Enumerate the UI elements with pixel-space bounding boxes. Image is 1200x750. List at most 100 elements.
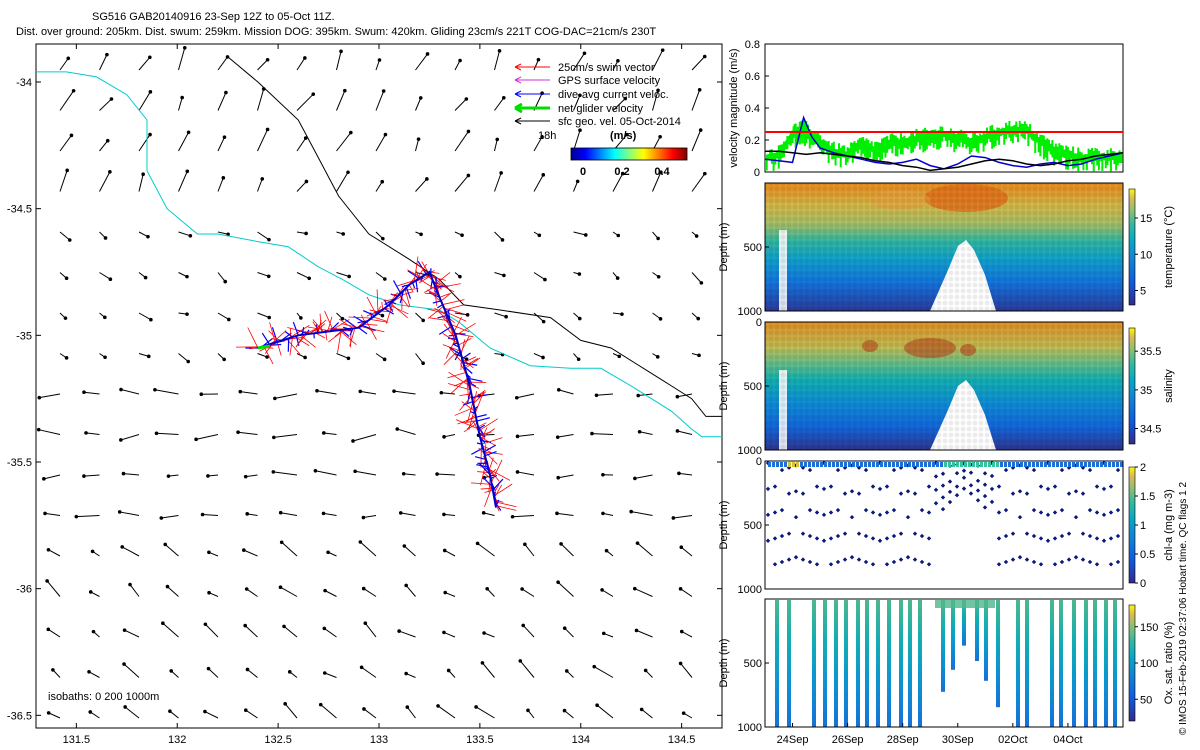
geo-velocity-arrowhead bbox=[303, 56, 307, 60]
chl-marker bbox=[968, 470, 974, 475]
chl-marker bbox=[1024, 491, 1030, 496]
geo-velocity-arrowhead bbox=[501, 95, 506, 100]
chl-marker bbox=[807, 533, 813, 539]
geo-velocity-arrowhead bbox=[103, 315, 107, 320]
geo-velocity-arrow bbox=[680, 663, 693, 678]
swim-vector bbox=[483, 472, 491, 479]
geo-velocity-arrowhead bbox=[395, 427, 400, 431]
geo-velocity-arrowhead bbox=[540, 135, 544, 139]
dac-vector bbox=[463, 362, 478, 366]
geo-velocity-arrowhead bbox=[304, 231, 308, 236]
geo-velocity-arrow bbox=[443, 631, 456, 638]
chl-marker bbox=[989, 473, 995, 479]
oxygen-dive-column bbox=[918, 600, 922, 727]
geo-velocity-arrow bbox=[437, 705, 456, 719]
geo-velocity-arrowhead bbox=[108, 170, 112, 174]
geo-velocity-arrowhead bbox=[677, 471, 681, 476]
geo-velocity-arrowhead bbox=[465, 313, 470, 317]
chl-marker bbox=[1073, 489, 1079, 494]
geo-velocity-arrow bbox=[612, 98, 626, 111]
swim-vector bbox=[459, 395, 473, 411]
chl-surface-marker bbox=[928, 462, 931, 467]
geo-velocity-arrowhead bbox=[381, 89, 386, 93]
geo-velocity-arrowhead bbox=[188, 234, 193, 238]
geo-velocity-arrow bbox=[323, 432, 337, 435]
x-tick-label: 134 bbox=[572, 734, 590, 746]
swim-vector bbox=[295, 334, 307, 347]
geo-velocity-arrowhead bbox=[318, 702, 323, 707]
geo-velocity-arrow bbox=[454, 312, 468, 316]
geo-velocity-arrow bbox=[283, 625, 298, 638]
geo-velocity-arrow bbox=[494, 97, 505, 111]
chl-marker bbox=[814, 562, 820, 567]
chl-marker bbox=[1080, 491, 1086, 496]
geo-velocity-arrowhead bbox=[148, 55, 152, 60]
x-tick-label: 131.5 bbox=[63, 734, 91, 746]
chl-marker bbox=[884, 510, 890, 515]
geo-velocity-arrowhead bbox=[223, 279, 228, 284]
velocity-ylabel: velocity magnitude (m/s) bbox=[728, 48, 740, 167]
chl-marker bbox=[926, 536, 932, 541]
geo-velocity-arrowhead bbox=[353, 469, 357, 474]
geo-velocity-arrowhead bbox=[421, 361, 425, 366]
chl-marker bbox=[961, 475, 967, 480]
chl-marker bbox=[828, 510, 834, 515]
chl-marker bbox=[1052, 562, 1058, 567]
geo-velocity-arrowhead bbox=[322, 671, 327, 675]
colorbar-tick: 0 bbox=[580, 166, 586, 178]
velocity-series-line bbox=[765, 126, 1123, 158]
track-line bbox=[257, 270, 497, 508]
geo-velocity-arrow bbox=[415, 353, 424, 364]
x-tick-label: 28Sep bbox=[887, 734, 919, 746]
geo-velocity-arrowhead bbox=[464, 97, 469, 101]
oxygen-dive-column bbox=[876, 600, 880, 727]
chl-surface-marker bbox=[1076, 462, 1079, 467]
geo-velocity-arrow bbox=[363, 588, 377, 597]
geo-velocity-arrow bbox=[178, 47, 186, 71]
geo-velocity-arrow bbox=[48, 628, 61, 638]
dac-vector bbox=[292, 321, 299, 336]
geo-velocity-arrowhead bbox=[575, 179, 580, 184]
legend-item-gps: GPS surface velocity bbox=[514, 75, 661, 87]
chl-marker bbox=[926, 484, 932, 489]
geo-velocity-arrowhead bbox=[84, 431, 88, 435]
temperature-section bbox=[765, 183, 1123, 311]
dac-vector bbox=[399, 290, 405, 304]
geo-velocity-arrowhead bbox=[122, 662, 126, 666]
geo-velocity-arrow bbox=[336, 132, 352, 152]
colorbar-tick-label: 1 bbox=[1140, 520, 1146, 532]
geo-velocity-arrowhead bbox=[203, 709, 207, 714]
geo-velocity-arrow bbox=[444, 550, 456, 557]
velocity-series-line bbox=[765, 115, 1123, 170]
chl-marker bbox=[926, 562, 932, 567]
swim-vector bbox=[481, 437, 503, 445]
geo-velocity-arrowhead bbox=[271, 470, 276, 474]
geo-velocity-arrowhead bbox=[361, 586, 366, 591]
chl-marker bbox=[828, 562, 834, 567]
geo-velocity-arrow bbox=[238, 431, 258, 435]
chl-marker bbox=[954, 492, 960, 498]
oxygen-dive-column bbox=[1113, 600, 1117, 727]
geo-velocity-arrow bbox=[296, 93, 314, 111]
geo-velocity-arrowhead bbox=[200, 512, 205, 517]
depth-axis-label: Depth (m) bbox=[718, 639, 730, 688]
geo-velocity-arrow bbox=[680, 546, 693, 557]
geo-velocity-arrowhead bbox=[46, 711, 51, 715]
geo-velocity-arrowhead bbox=[121, 471, 126, 476]
geo-velocity-arrow bbox=[124, 706, 140, 719]
geo-velocity-arrow bbox=[680, 588, 693, 597]
geo-velocity-arrow bbox=[59, 90, 74, 111]
geo-velocity-arrowhead bbox=[221, 176, 226, 180]
swim-vector bbox=[341, 323, 359, 329]
legend-item-swim: 25cm/s swim vector bbox=[514, 62, 655, 74]
dac-vector bbox=[467, 377, 483, 382]
chl-marker bbox=[961, 486, 967, 491]
figure-title: SG516 GAB20140916 23-Sep 12Z to 05-Oct 1… bbox=[92, 11, 335, 23]
geo-velocity-arrowhead bbox=[502, 273, 506, 278]
swim-vector bbox=[488, 457, 494, 471]
geo-velocity-arrow bbox=[691, 272, 702, 284]
swim-vector bbox=[276, 341, 282, 356]
geo-velocity-arrow bbox=[121, 546, 140, 557]
chl-marker bbox=[1052, 536, 1058, 541]
chl-marker bbox=[842, 491, 848, 496]
